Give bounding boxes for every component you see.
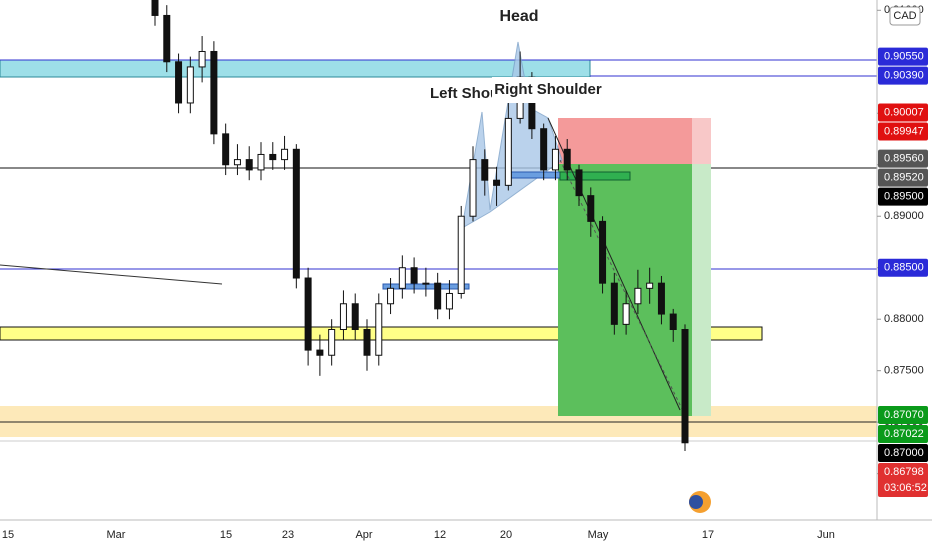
price-badge [878,47,928,66]
price-badges: 0.90550 0.90390 0.90007 0.89947 0.89560 0.895… [878,47,928,497]
candle-body [328,329,336,356]
candle-body [599,220,607,284]
price-badge-label: 0.90390 [884,70,924,82]
label-bg [492,77,604,103]
candle-body [163,14,171,63]
price-badge-label: 0.90007 [884,106,924,118]
candle-body [434,282,442,310]
price-badge [878,122,928,141]
currency-badge [889,6,921,26]
candle-body [610,282,618,325]
price-badge-label: 0.86798 [884,466,924,478]
price-badge [878,258,928,277]
candle-body [398,267,406,289]
x-tick-label: 12 [434,529,446,541]
price-badge [878,149,928,168]
candle-body [351,303,359,331]
candle-body [504,117,512,186]
candle-body [292,148,300,279]
candle-body [669,313,677,331]
candle-body [422,282,430,285]
candle-body [493,179,501,186]
y-tick-label: 0.89000 [884,210,924,222]
x-tick-label: 20 [500,529,512,541]
candle-body [269,153,277,161]
price-badge [878,424,928,443]
price-badge [878,187,928,206]
price-badge-label: 0.87070 [884,409,924,421]
price-badge [878,443,928,462]
x-tick-label: May [588,529,609,541]
candle-body [681,329,689,444]
candle-body [233,159,241,166]
candle-body [551,148,559,171]
candle-body [587,195,595,222]
neckline-box [507,171,561,179]
x-tick-label: Jun [817,529,835,541]
candle-body [634,287,642,305]
entry-box [559,171,631,181]
price-badge [878,103,928,122]
y-tick-label: 0.87500 [884,365,924,377]
logo [689,495,703,509]
candle-body [622,303,630,325]
x-tick-label: 23 [282,529,294,541]
candle-body [245,159,253,171]
candle-body [304,277,312,351]
candle-body [210,50,218,135]
price-badge-label: 0.89500 [884,190,924,202]
candle-body [151,0,159,16]
price-badge [878,405,928,424]
time-axis: 15 Mar 15 23 Apr 12 20 May 17 Jun [2,529,835,541]
candle-body [387,287,395,305]
candle-body [175,61,183,104]
trend-line [559,159,686,416]
x-tick-label: 17 [702,529,714,541]
price-badge-label: 0.90550 [884,51,924,63]
price-badge [878,462,928,497]
price-badge-label: 0.87000 [884,447,924,459]
candle-body [375,303,383,356]
candle-body [563,148,571,171]
stop-zone [558,118,692,164]
candle-body [198,50,206,68]
y-tick-label: 0.88000 [884,313,924,325]
candle-body [657,282,665,315]
price-badge-label: 0.89560 [884,152,924,164]
price-badge-label: 0.87022 [884,428,924,440]
price-badge-label: 0.89520 [884,171,924,183]
head-label: Head [499,8,538,25]
countdown: 03:06:52 [884,482,927,494]
candle-body [481,159,489,181]
price-badge [878,168,928,187]
candle-body [222,133,230,166]
candle-body [257,153,265,171]
x-tick-label: 15 [2,529,14,541]
candle-body [457,215,465,294]
target-zone [558,164,692,416]
x-tick-label: Mar [107,529,126,541]
price-badge-label: 0.89947 [884,125,924,137]
x-tick-label: Apr [355,529,372,541]
candle-body [281,148,289,161]
candle-body [575,169,583,197]
candle-body [316,349,324,356]
candle-body [540,128,548,171]
candle-body [445,292,453,310]
resistance-zone [0,59,591,78]
currency: CAD [893,10,916,22]
candle-body [469,159,477,217]
candle-body [186,66,194,104]
trend-line [0,264,223,285]
price-badge [878,66,928,85]
right-shoulder-label: Right Shoulder [494,81,602,98]
candle-body [410,267,418,284]
x-tick-label: 15 [220,529,232,541]
price-badge-label: 0.88500 [884,262,924,274]
candle-body [363,329,371,356]
candle-body [646,282,654,289]
candle-body [339,303,347,331]
